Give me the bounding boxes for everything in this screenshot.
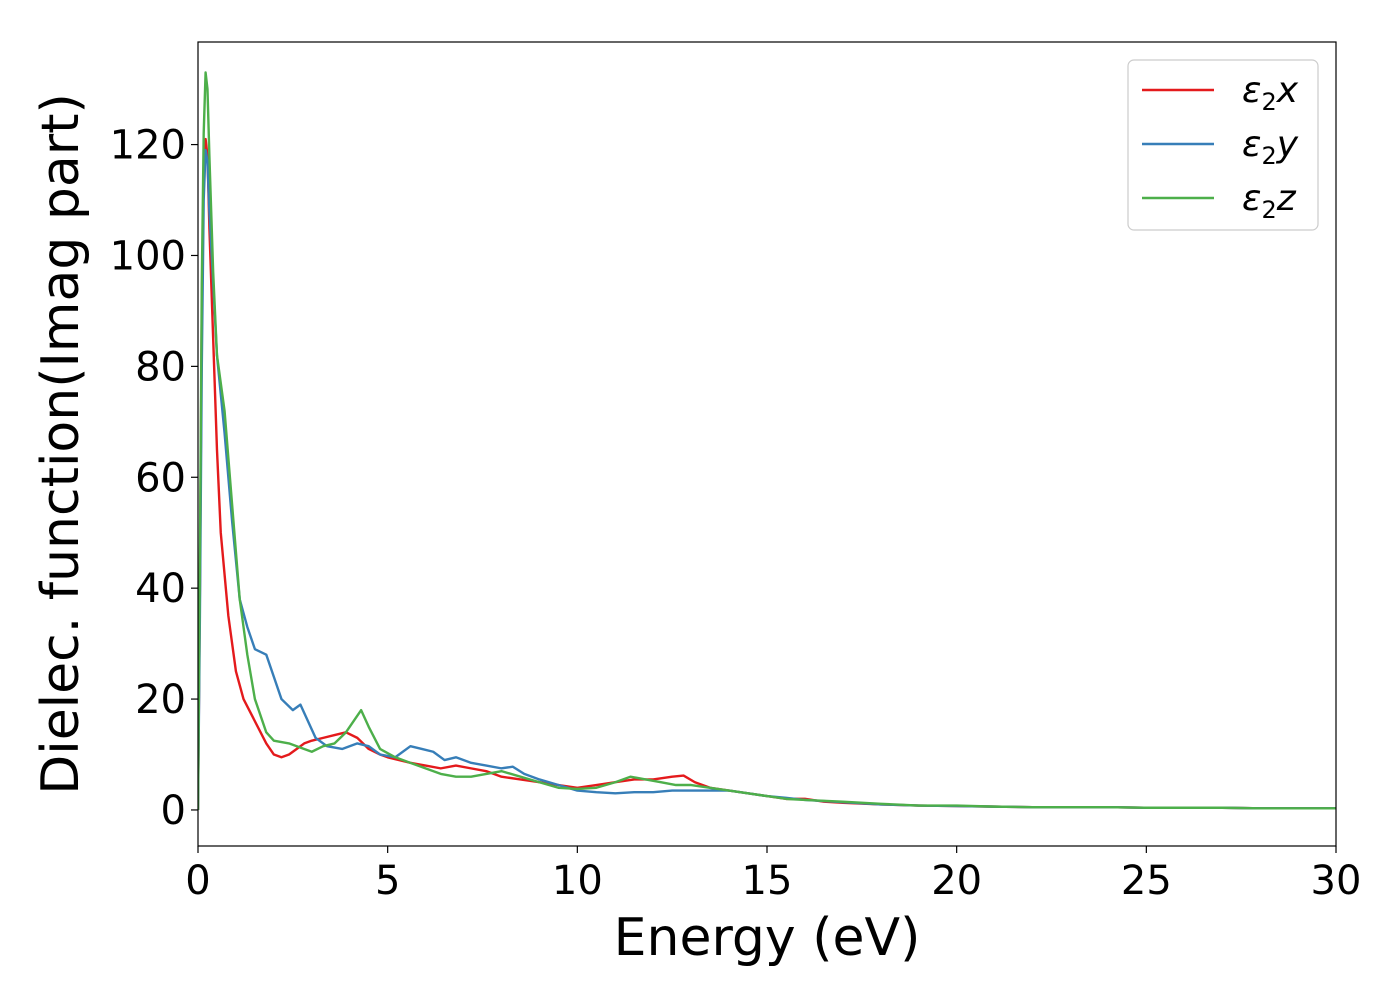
- x-axis-label: Energy (eV): [614, 908, 921, 968]
- x-tick-label: 30: [1311, 858, 1362, 904]
- y-tick-label: 120: [110, 123, 186, 169]
- y-tick-label: 40: [135, 566, 186, 612]
- y-tick-label: 20: [135, 677, 186, 723]
- series-line-z: [198, 71, 1336, 810]
- legend-box: [1127, 59, 1319, 231]
- legend-label-x: ε2x: [1242, 70, 1299, 116]
- x-tick-label: 25: [1121, 858, 1172, 904]
- x-tick-label: 0: [185, 858, 210, 904]
- legend-label-y: ε2y: [1242, 124, 1299, 170]
- y-axis-label: Dielec. function(Imag part): [31, 93, 91, 795]
- x-tick-label: 10: [552, 858, 603, 904]
- legend: ε2x ε2y ε2z: [1127, 59, 1319, 231]
- x-tick-label: 20: [931, 858, 982, 904]
- y-tick-label: 80: [135, 344, 186, 390]
- y-axis: 0 20 40 60 80 100 120: [110, 123, 198, 834]
- legend-label-z: ε2z: [1242, 178, 1297, 224]
- x-axis: 0 5 10 15 20 25 30: [185, 846, 1361, 904]
- y-tick-label: 60: [135, 455, 186, 501]
- x-tick-label: 15: [742, 858, 793, 904]
- y-tick-label: 100: [110, 233, 186, 279]
- y-tick-label: 0: [161, 788, 186, 834]
- series-layer: [198, 71, 1336, 810]
- x-tick-label: 5: [375, 858, 400, 904]
